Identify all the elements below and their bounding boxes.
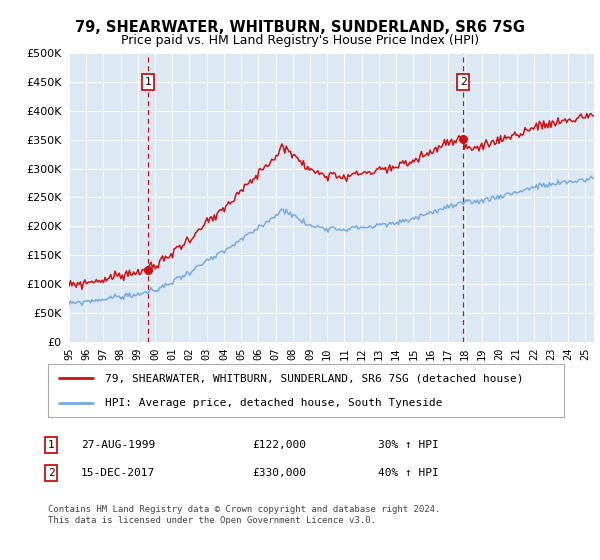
- Text: 1: 1: [145, 77, 151, 87]
- Text: 2: 2: [47, 468, 55, 478]
- Text: 79, SHEARWATER, WHITBURN, SUNDERLAND, SR6 7SG: 79, SHEARWATER, WHITBURN, SUNDERLAND, SR…: [75, 20, 525, 35]
- Text: 79, SHEARWATER, WHITBURN, SUNDERLAND, SR6 7SG (detached house): 79, SHEARWATER, WHITBURN, SUNDERLAND, SR…: [105, 374, 523, 384]
- Text: 1: 1: [47, 440, 55, 450]
- Text: Contains HM Land Registry data © Crown copyright and database right 2024.
This d: Contains HM Land Registry data © Crown c…: [48, 505, 440, 525]
- Text: 30% ↑ HPI: 30% ↑ HPI: [378, 440, 439, 450]
- Text: 27-AUG-1999: 27-AUG-1999: [81, 440, 155, 450]
- Text: 15-DEC-2017: 15-DEC-2017: [81, 468, 155, 478]
- Text: £122,000: £122,000: [252, 440, 306, 450]
- Text: Price paid vs. HM Land Registry's House Price Index (HPI): Price paid vs. HM Land Registry's House …: [121, 34, 479, 46]
- Text: £330,000: £330,000: [252, 468, 306, 478]
- Text: 40% ↑ HPI: 40% ↑ HPI: [378, 468, 439, 478]
- Text: 2: 2: [460, 77, 466, 87]
- Text: HPI: Average price, detached house, South Tyneside: HPI: Average price, detached house, Sout…: [105, 398, 442, 408]
